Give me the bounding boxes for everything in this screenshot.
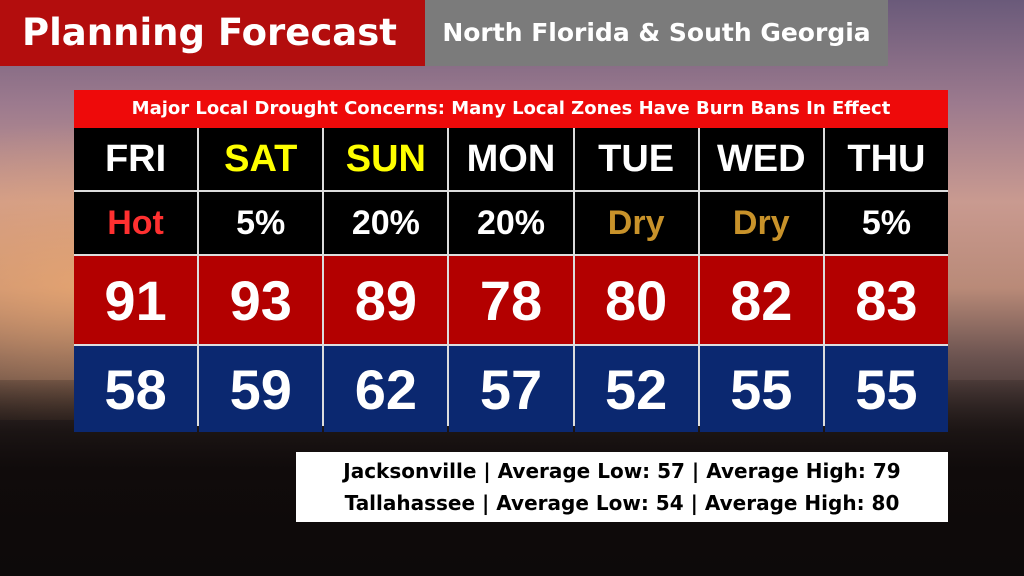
high-temp: 89 xyxy=(324,256,448,344)
high-temp: 93 xyxy=(199,256,323,344)
day-cell: THU xyxy=(824,128,948,190)
day-cell: MON xyxy=(449,128,573,190)
high-temp: 91 xyxy=(74,256,198,344)
low-temp: 55 xyxy=(699,346,823,432)
low-temp: 57 xyxy=(449,346,573,432)
condition-cell: 5% xyxy=(824,192,948,254)
low-temp: 58 xyxy=(74,346,198,432)
high-temp: 82 xyxy=(699,256,823,344)
averages-box: Jacksonville | Average Low: 57 | Average… xyxy=(296,452,948,522)
condition-cell: 20% xyxy=(324,192,448,254)
condition-cell: Dry xyxy=(699,192,823,254)
day-cell: TUE xyxy=(574,128,698,190)
day-cell: SAT xyxy=(199,128,323,190)
high-temp: 83 xyxy=(824,256,948,344)
day-cell: WED xyxy=(699,128,823,190)
low-temp: 62 xyxy=(324,346,448,432)
averages-line: Jacksonville | Average Low: 57 | Average… xyxy=(343,459,901,483)
low-temp: 59 xyxy=(199,346,323,432)
condition-cell: Dry xyxy=(574,192,698,254)
high-temp: 80 xyxy=(574,256,698,344)
condition-cell: 20% xyxy=(449,192,573,254)
subtitle: North Florida & South Georgia xyxy=(425,0,888,66)
averages-line: Tallahassee | Average Low: 54 | Average … xyxy=(344,491,900,515)
banner: Major Local Drought Concerns: Many Local… xyxy=(74,90,948,128)
low-temp: 52 xyxy=(574,346,698,432)
low-temp: 55 xyxy=(824,346,948,432)
condition-cell: Hot xyxy=(74,192,198,254)
title: Planning Forecast xyxy=(0,0,425,66)
day-cell: FRI xyxy=(74,128,198,190)
condition-cell: 5% xyxy=(199,192,323,254)
high-temp: 78 xyxy=(449,256,573,344)
day-cell: SUN xyxy=(324,128,448,190)
forecast-table: FRI SAT SUN MON TUE WED THU Hot 5% 20% 20% Dry Dry 5%… xyxy=(74,128,948,432)
